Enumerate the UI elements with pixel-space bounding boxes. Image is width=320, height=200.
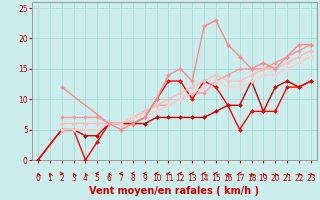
X-axis label: Vent moyen/en rafales ( km/h ): Vent moyen/en rafales ( km/h ) — [89, 186, 260, 196]
